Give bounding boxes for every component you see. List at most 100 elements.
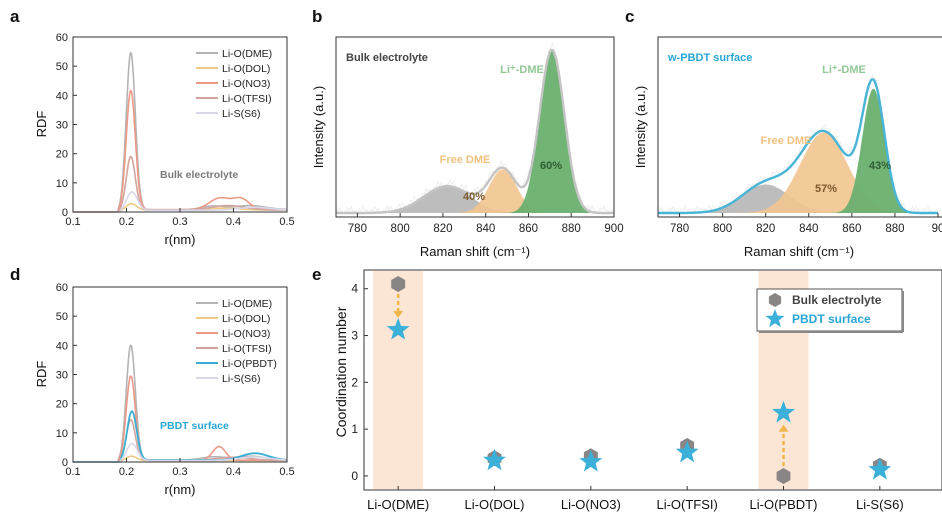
pd-xtick-label: 0.3 bbox=[172, 466, 187, 478]
pc-xtick-label: 90 bbox=[932, 223, 942, 235]
panel-a-rdf-bulk: 0.1 0.2 0.3 0.4 0.5 0 10 20 30 40 50 60 Bulk electr… bbox=[34, 32, 295, 247]
panel-b-plot-marks bbox=[335, 42, 615, 215]
panel-b-pct-free: 40% bbox=[463, 191, 485, 203]
pb-band-li bbox=[336, 50, 614, 213]
panel-e-ytick-label: 4 bbox=[351, 282, 358, 296]
panel-e-ytick-label: 3 bbox=[351, 329, 358, 343]
pb-envelope bbox=[335, 48, 615, 215]
pa-ytick-label: 20 bbox=[56, 149, 68, 161]
panel-e-arrow-head bbox=[778, 424, 789, 432]
pb-xtick-label: 880 bbox=[562, 223, 581, 235]
pc-band-free bbox=[658, 132, 938, 213]
panel-e-category-label: Li-O(TFSI) bbox=[656, 497, 717, 512]
panel-e-ytick-label: 0 bbox=[351, 469, 358, 483]
panel-a-xlabel: r(nm) bbox=[164, 232, 195, 247]
panel-b-ylabel: Intensity (a.u.) bbox=[311, 86, 326, 168]
pc-band-li bbox=[658, 88, 938, 213]
panel-c-xlabel: Raman shift (cm⁻¹) bbox=[744, 244, 854, 259]
panel-b-peak-label: Li⁺-DME bbox=[500, 64, 544, 76]
pa-ytick-label: 10 bbox=[56, 178, 68, 190]
panel-e-legend-hexagon-icon bbox=[768, 293, 782, 307]
panel-letter-a: a bbox=[10, 7, 20, 26]
pc-envelope bbox=[657, 78, 939, 215]
panel-c-peak-label: Li⁺-DME bbox=[822, 64, 866, 76]
panel-e-ytick-label: 1 bbox=[351, 422, 358, 436]
pd-xtick-label: 0.1 bbox=[65, 466, 80, 478]
panel-e-surface-marker-li-o-dol bbox=[483, 448, 506, 471]
pd-legend-label-li-o-pbdt: Li-O(PBDT) bbox=[222, 358, 277, 370]
pd-xtick-label: 0.5 bbox=[279, 466, 294, 478]
pd-legend-label-li-o-no3: Li-O(NO3) bbox=[222, 328, 270, 340]
panel-c-frame bbox=[657, 36, 942, 218]
pd-ytick-label: 60 bbox=[56, 282, 68, 294]
panel-e-legend-surface: PBDT surface bbox=[792, 312, 871, 326]
panel-a-ylabel: RDF bbox=[34, 111, 49, 138]
panel-c-pct-free: 57% bbox=[815, 183, 837, 195]
pa-ytick-label: 30 bbox=[56, 120, 68, 132]
panel-a-legend: Li-O(DME) Li-O(DOL) Li-O(NO3) Li-O(TFSI) Li-… bbox=[196, 48, 272, 120]
panel-letter-d: d bbox=[10, 265, 20, 284]
panel-e-category-label: Li-S(S6) bbox=[856, 497, 904, 512]
panel-letter-e: e bbox=[312, 265, 321, 284]
panel-e-legend-bulk: Bulk electrolyte bbox=[792, 293, 882, 307]
panel-c-free-label: Free DME bbox=[761, 135, 812, 147]
pb-xtick-label: 820 bbox=[433, 223, 452, 235]
pd-ytick-label: 10 bbox=[56, 428, 68, 440]
pa-xtick-label: 0.1 bbox=[65, 216, 80, 228]
pd-legend-label-li-o-tfsi: Li-O(TFSI) bbox=[222, 343, 272, 355]
pd-ytick-label: 20 bbox=[56, 399, 68, 411]
pa-legend-label-li-o-tfsi: Li-O(TFSI) bbox=[222, 93, 272, 105]
panel-e-legend: Bulk electrolyte PBDT surface bbox=[756, 288, 904, 333]
pb-xtick-label: 860 bbox=[519, 223, 538, 235]
panel-e-category-label: Li-O(DOL) bbox=[465, 497, 525, 512]
pb-xtick-label: 900 bbox=[604, 223, 623, 235]
panel-letter-c: c bbox=[625, 7, 634, 26]
pa-legend-label-li-o-no3: Li-O(NO3) bbox=[222, 78, 270, 90]
pa-xtick-label: 0.3 bbox=[172, 216, 187, 228]
pa-ytick-label: 50 bbox=[56, 61, 68, 73]
pa-xtick-label: 0.5 bbox=[279, 216, 294, 228]
pd-ytick-label: 50 bbox=[56, 311, 68, 323]
panel-e-bulk-marker-li-o-pbdt bbox=[776, 468, 791, 484]
pb-xtick-label: 840 bbox=[476, 223, 495, 235]
panel-e-legend-box bbox=[756, 288, 903, 332]
panel-e-highlight-band bbox=[373, 271, 424, 489]
pa-ytick-label: 0 bbox=[62, 207, 68, 219]
panel-e-surface-marker-li-s-s6 bbox=[868, 457, 892, 480]
panel-e-surface-marker-li-o-dme bbox=[386, 317, 410, 340]
panel-d-ylabel: RDF bbox=[34, 361, 49, 388]
panel-b-title: Bulk electrolyte bbox=[346, 52, 428, 64]
pa-ytick-label: 40 bbox=[56, 90, 68, 102]
pc-xtick-label: 880 bbox=[885, 223, 904, 235]
panel-c-title: w-PBDT surface bbox=[667, 52, 752, 64]
pa-series-li-o-dme bbox=[72, 51, 288, 213]
pc-xtick-label: 800 bbox=[713, 223, 732, 235]
panel-b-frame bbox=[335, 36, 615, 218]
panel-e-plot-marks bbox=[386, 276, 892, 484]
panel-b-xlabel: Raman shift (cm⁻¹) bbox=[420, 244, 530, 259]
panel-c-ylabel: Intensity (a.u.) bbox=[633, 86, 648, 168]
panel-c-ticks: 780 800 820 840 860 880 90 bbox=[670, 213, 942, 235]
panel-b-pct-li: 60% bbox=[540, 160, 562, 172]
panel-e-surface-marker-li-o-no3 bbox=[579, 449, 603, 472]
pd-ytick-label: 40 bbox=[56, 340, 68, 352]
pd-xtick-label: 0.4 bbox=[226, 466, 241, 478]
panel-letter-b: b bbox=[312, 7, 322, 26]
panel-e-category-label: Li-O(NO3) bbox=[561, 497, 621, 512]
pc-xtick-label: 840 bbox=[799, 223, 818, 235]
pa-xtick-label: 0.2 bbox=[119, 216, 134, 228]
panel-e-legend-star-icon bbox=[765, 309, 785, 328]
panel-c-pct-li: 43% bbox=[869, 160, 891, 172]
panel-a-annotation: Bulk electrolyte bbox=[160, 169, 238, 181]
panel-b-free-label: Free DME bbox=[440, 154, 491, 166]
pa-xtick-label: 0.4 bbox=[226, 216, 241, 228]
panel-d-annotation: PBDT surface bbox=[160, 420, 229, 432]
pd-ytick-label: 0 bbox=[62, 457, 68, 469]
pd-series-li-o-pbdt bbox=[72, 410, 288, 463]
panel-e-bulk-marker-li-o-dme bbox=[391, 276, 406, 292]
panel-e-arrow-head bbox=[393, 310, 404, 318]
pd-legend-label-li-s-s6: Li-S(S6) bbox=[222, 373, 261, 385]
panel-e-ticks: 0 1 2 3 4 Li-O(DME) Li-O(DOL) Li-O(NO3) Li-O(TFS… bbox=[351, 282, 903, 512]
pc-xtick-label: 860 bbox=[842, 223, 861, 235]
